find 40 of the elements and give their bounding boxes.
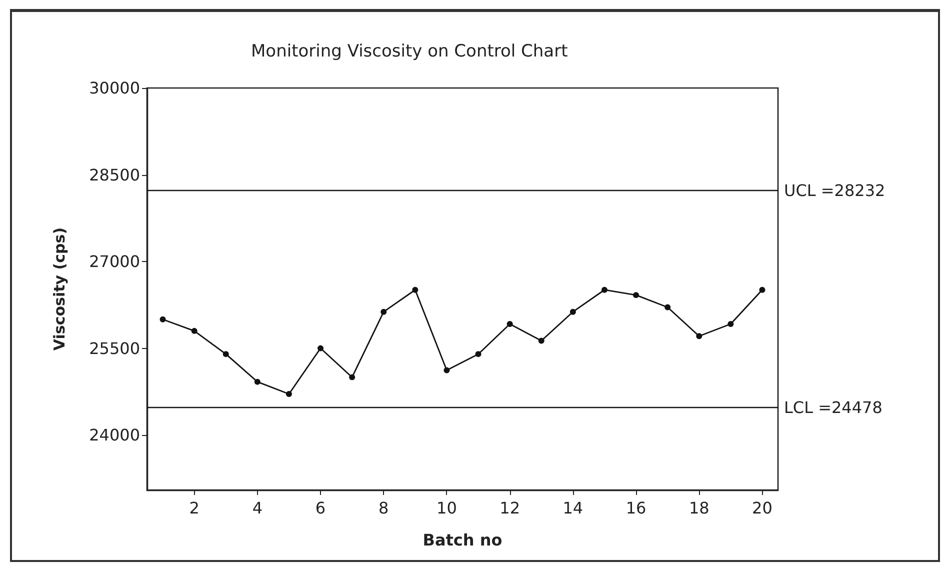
point (633, 292, 640, 298)
point (254, 378, 260, 385)
point (191, 328, 198, 334)
y-tick-label: 28500 (89, 165, 140, 184)
y-tick-label: 30000 (89, 78, 140, 98)
point (412, 286, 418, 293)
point (160, 316, 166, 322)
point (349, 374, 356, 380)
y-tick-label: 27000 (89, 252, 140, 272)
x-tick-label: 8 (378, 498, 389, 518)
point (286, 390, 292, 397)
x-tick-label: 12 (500, 498, 520, 518)
point (538, 338, 544, 344)
point (475, 351, 482, 358)
chart-title: Monitoring Viscosity on Control Chart (251, 42, 568, 62)
x-axis-title: Batch no (422, 530, 502, 550)
ref-line-label: LCL =24478 (784, 398, 882, 417)
point (728, 320, 734, 327)
point (601, 286, 608, 293)
y-axis-title: Viscosity (cps) (50, 227, 68, 351)
x-tick-label: 6 (315, 498, 326, 518)
point (318, 345, 324, 352)
point (664, 304, 671, 310)
x-tick-label: 14 (562, 498, 584, 518)
point (506, 320, 513, 327)
x-tick-label: 18 (688, 498, 710, 518)
point (380, 308, 387, 315)
x-tick-label: 20 (752, 498, 772, 518)
point (222, 351, 229, 358)
x-tick-label: 2 (189, 498, 200, 518)
y-tick-label: 25500 (89, 338, 140, 358)
x-tick-label: 10 (436, 498, 457, 518)
ref-line-label: UCL =28232 (784, 180, 886, 200)
point (759, 286, 766, 293)
y-tick-label: 24000 (89, 426, 140, 445)
point (444, 367, 450, 374)
x-tick-label: 16 (626, 498, 646, 518)
point (570, 308, 576, 315)
x-tick-label: 4 (252, 498, 263, 518)
point (696, 333, 702, 340)
